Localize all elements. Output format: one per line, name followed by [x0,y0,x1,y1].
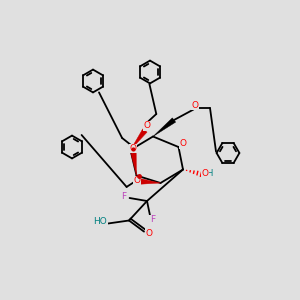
Text: O: O [134,176,141,185]
Text: O: O [144,121,151,130]
Polygon shape [130,129,147,150]
Text: O: O [191,100,199,109]
Text: O: O [129,144,137,153]
Text: F: F [150,215,155,224]
Polygon shape [131,153,137,175]
Text: H: H [206,169,213,178]
Text: O: O [201,169,208,178]
Polygon shape [153,118,176,136]
Text: F: F [121,192,126,201]
Text: O: O [146,229,153,238]
Text: HO: HO [94,218,107,226]
Polygon shape [141,179,160,184]
Text: O: O [179,140,187,148]
